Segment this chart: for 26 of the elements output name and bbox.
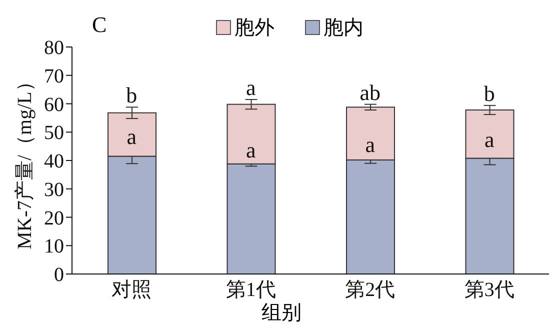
y-tick-label: 60 [44,94,64,116]
annotation: ab [360,80,381,105]
annotation: a [484,126,494,152]
y-tick-label: 50 [44,122,64,144]
y-tick-label: 40 [44,150,64,173]
legend-label: 胞外 [234,16,274,41]
x-axis-title: 组别 [262,302,302,324]
y-tick-label: 20 [44,207,64,230]
annotation: a [126,124,137,149]
legend-label: 胞内 [322,16,364,41]
chart-title: C [92,12,107,38]
x-tick-label: 第1代 [226,279,276,302]
annotation: a [246,74,256,100]
x-tick-label: 第3代 [464,279,514,302]
y-tick-label: 80 [44,37,64,60]
annotation: b [484,80,495,106]
y-tick-label: 0 [54,264,64,286]
y-axis-title: MK-7产量/（mg/L） [14,72,36,250]
y-tick-label: 10 [44,236,64,258]
annotation: b [126,82,138,108]
annotation: a [365,132,376,158]
x-tick-label: 第2代 [345,279,396,302]
y-tick-label: 70 [44,65,64,88]
x-tick-label: 对照 [112,279,152,302]
annotation: a [246,137,256,162]
y-tick-label: 30 [44,178,64,201]
